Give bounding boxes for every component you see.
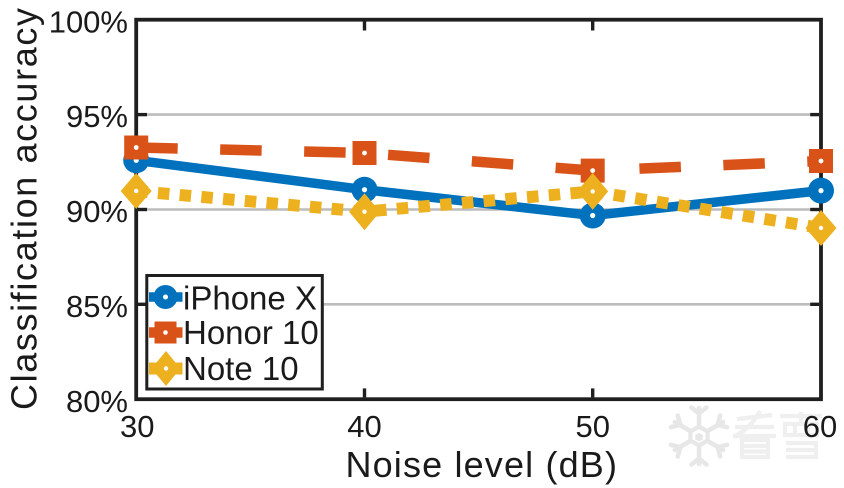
- svg-text:40: 40: [347, 409, 381, 444]
- svg-text:Honor 10: Honor 10: [183, 314, 319, 351]
- svg-text:30: 30: [120, 409, 154, 444]
- svg-text:60: 60: [803, 409, 837, 444]
- svg-text:50: 50: [575, 409, 609, 444]
- svg-text:80%: 80%: [66, 384, 128, 419]
- svg-text:95%: 95%: [66, 99, 128, 134]
- svg-text:90%: 90%: [66, 194, 128, 229]
- svg-text:85%: 85%: [66, 289, 128, 324]
- svg-text:iPhone X: iPhone X: [183, 279, 317, 316]
- svg-text:Noise level (dB): Noise level (dB): [345, 444, 617, 485]
- svg-text:Note 10: Note 10: [183, 350, 299, 387]
- svg-text:100%: 100%: [49, 4, 128, 39]
- svg-text:Classification accuracy: Classification accuracy: [4, 8, 45, 410]
